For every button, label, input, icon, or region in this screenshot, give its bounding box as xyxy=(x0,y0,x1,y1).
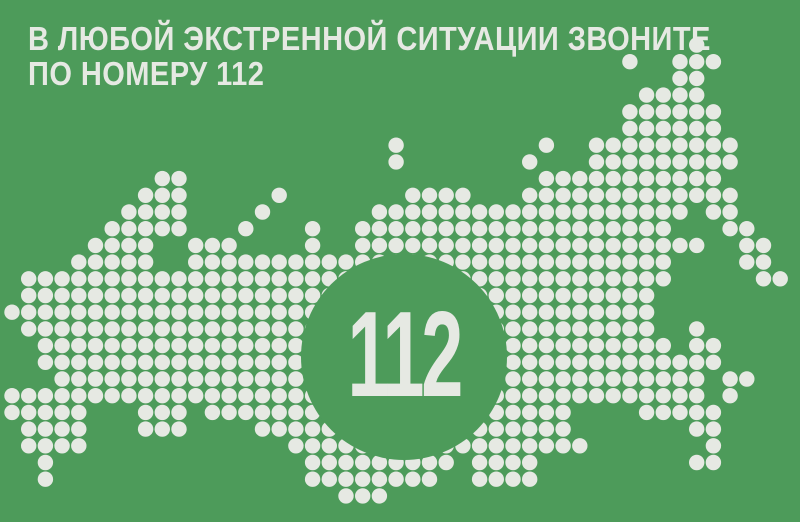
headline-line2: ПО НОМЕРУ 112 xyxy=(28,55,265,92)
emergency-number-circle: 112 xyxy=(301,254,507,460)
emergency-number: 112 xyxy=(347,286,464,422)
headline: В ЛЮБОЙ ЭКСТРЕННОЙ СИТУАЦИИ ЗВОНИТЕ ПО Н… xyxy=(28,21,711,91)
headline-line1: В ЛЮБОЙ ЭКСТРЕННОЙ СИТУАЦИИ ЗВОНИТЕ xyxy=(28,20,711,57)
